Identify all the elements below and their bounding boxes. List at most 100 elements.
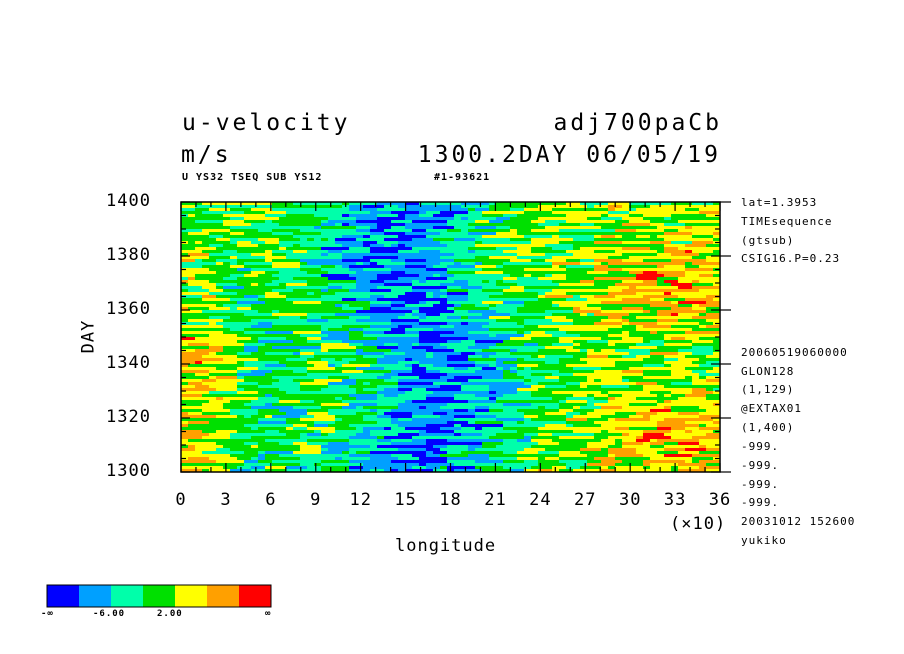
heatmap-cell: [202, 412, 231, 416]
heatmap-cell: [230, 439, 252, 443]
heatmap-cell: [468, 247, 490, 251]
heatmap-cell: [328, 364, 336, 368]
heatmap-cell: [321, 226, 336, 230]
heatmap-cell: [447, 271, 476, 275]
heatmap-cell: [181, 286, 203, 290]
heatmap-cell: [601, 262, 609, 266]
heatmap-cell: [314, 415, 336, 419]
heatmap-cell: [573, 238, 595, 242]
heatmap-cell: [328, 367, 336, 371]
heatmap-cell: [363, 208, 371, 212]
heatmap-cell: [531, 379, 560, 383]
heatmap-cell: [279, 277, 294, 281]
heatmap-cell: [671, 238, 686, 242]
heatmap-cell: [706, 376, 720, 380]
heatmap-cell: [384, 466, 406, 470]
heatmap-cell: [587, 403, 595, 407]
heatmap-cell: [601, 235, 616, 239]
heatmap-cell: [377, 448, 399, 452]
heatmap-cell: [391, 388, 399, 392]
heatmap-cell: [328, 283, 336, 287]
heatmap-cell: [398, 235, 427, 239]
heatmap-cell: [678, 259, 707, 263]
heatmap-cell: [643, 373, 658, 377]
heatmap-cell: [587, 427, 616, 431]
heatmap-cell: [244, 376, 273, 380]
heatmap-cell: [363, 463, 392, 467]
heatmap-cell: [342, 397, 357, 401]
heatmap-cell: [468, 409, 476, 413]
heatmap-cell: [573, 214, 602, 218]
heatmap-cell: [552, 211, 574, 215]
heatmap-cell: [482, 391, 490, 395]
heatmap-cell: [489, 388, 518, 392]
heatmap-cell: [475, 250, 504, 254]
heatmap-cell: [503, 331, 518, 335]
heatmap-cell: [363, 256, 371, 260]
heatmap-cell: [188, 466, 203, 470]
heatmap-cell: [181, 208, 196, 212]
heatmap-cell: [279, 241, 308, 245]
heatmap-cell: [713, 370, 720, 374]
heatmap-cell: [559, 289, 588, 293]
heatmap-cell: [405, 208, 427, 212]
heatmap-cell: [237, 382, 259, 386]
heatmap-cell: [650, 406, 665, 410]
heatmap-cell: [335, 367, 357, 371]
heatmap-cell: [524, 355, 532, 359]
heatmap-cell: [468, 316, 483, 320]
heatmap-cell: [503, 262, 525, 266]
heatmap-cell: [307, 250, 329, 254]
heatmap-cell: [664, 361, 693, 365]
heatmap-cell: [181, 409, 203, 413]
heatmap-cell: [503, 439, 518, 443]
heatmap-cell: [510, 253, 518, 257]
heatmap-cell: [587, 340, 609, 344]
heatmap-cell: [664, 385, 679, 389]
heatmap-cell: [223, 289, 245, 293]
heatmap-cell: [503, 364, 518, 368]
heatmap-cell: [552, 238, 574, 242]
heatmap-cell: [524, 304, 553, 308]
heatmap-cell: [370, 325, 378, 329]
heatmap-cell: [608, 394, 623, 398]
heatmap-cell: [419, 379, 448, 383]
heatmap-cell: [545, 355, 567, 359]
x-tick-label: 36: [708, 490, 732, 510]
heatmap-cell: [545, 406, 560, 410]
heatmap-cell: [363, 343, 385, 347]
heatmap-cell: [286, 349, 301, 353]
heatmap-cell: [202, 295, 217, 299]
heatmap-cell: [482, 433, 497, 437]
heatmap-cell: [251, 325, 273, 329]
heatmap-cell: [524, 232, 553, 236]
heatmap-cell: [391, 247, 406, 251]
heatmap-cell: [664, 358, 679, 362]
heatmap-cell: [475, 409, 490, 413]
heatmap-cell: [559, 409, 574, 413]
heatmap-cell: [181, 415, 210, 419]
heatmap-cell: [538, 298, 567, 302]
heatmap-cell: [314, 328, 322, 332]
heatmap-cell: [300, 322, 329, 326]
x-tick-label: 0: [175, 490, 187, 510]
heatmap-cell: [636, 262, 658, 266]
heatmap-cell: [510, 337, 532, 341]
heatmap-cell: [209, 334, 217, 338]
heatmap-cell: [412, 466, 427, 470]
heatmap-cell: [447, 298, 462, 302]
heatmap-cell: [286, 295, 294, 299]
heatmap-cell: [440, 427, 462, 431]
heatmap-cell: [356, 397, 378, 401]
heatmap-cell: [426, 352, 434, 356]
heatmap-cell: [482, 286, 504, 290]
heatmap-cell: [293, 394, 322, 398]
heatmap-cell: [209, 316, 231, 320]
heatmap-cell: [328, 322, 350, 326]
heatmap-cell: [321, 247, 350, 251]
heatmap-cell: [314, 424, 329, 428]
heatmap-cell: [307, 340, 322, 344]
heatmap-cell: [447, 403, 476, 407]
heatmap-cell: [496, 265, 504, 269]
heatmap-cell: [335, 241, 357, 245]
